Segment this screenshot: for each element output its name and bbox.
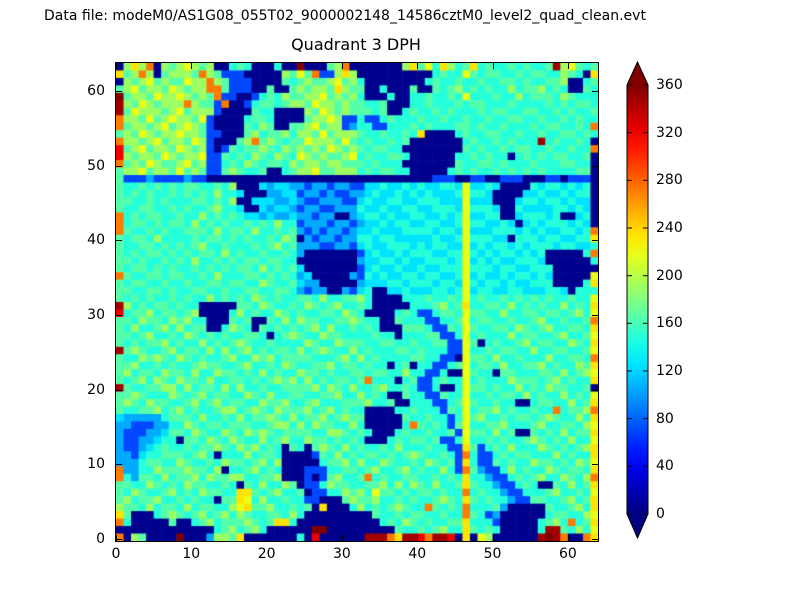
axis-tick-mark — [592, 539, 598, 540]
data-file-label: Data file: modeM0/AS1G08_055T02_90000021… — [44, 8, 646, 24]
x-tick-label: 30 — [333, 546, 351, 562]
colorbar-tick-label: 120 — [656, 363, 683, 379]
y-tick-label: 20 — [87, 381, 105, 398]
axis-tick-mark — [266, 63, 268, 69]
axis-tick-mark — [567, 535, 569, 541]
axis-tick-mark — [492, 63, 494, 69]
axis-tick-mark — [417, 535, 419, 541]
axis-tick-mark — [341, 63, 343, 69]
axis-tick-mark — [592, 314, 598, 316]
colorbar-tick-label: 200 — [656, 267, 683, 284]
axis-tick-mark — [191, 535, 193, 541]
y-tick-label: 0 — [96, 531, 105, 548]
x-tick-label: 50 — [483, 546, 502, 562]
axis-tick-mark — [116, 539, 122, 540]
colorbar-tick-label: 80 — [656, 410, 674, 427]
colorbar-tick-label: 240 — [656, 220, 683, 236]
axis-tick-mark — [266, 535, 268, 541]
colorbar-tick-label: 280 — [656, 172, 683, 189]
axis-tick-mark — [492, 535, 494, 541]
axis-tick-mark — [116, 63, 117, 69]
axis-tick-mark — [116, 90, 122, 92]
axis-tick-mark — [116, 464, 122, 466]
axis-tick-mark — [592, 240, 598, 242]
heatmap-plot-area — [115, 62, 599, 542]
x-tick-label: 0 — [111, 546, 121, 562]
axis-tick-mark — [116, 314, 122, 316]
axis-tick-mark — [341, 535, 343, 541]
y-tick-label: 50 — [87, 157, 105, 174]
x-tick-label: 20 — [257, 546, 276, 562]
chart-title: Quadrant 3 DPH — [291, 35, 421, 54]
axis-tick-mark — [592, 389, 598, 391]
colorbar-tick-label: 40 — [656, 458, 674, 475]
x-tick-label: 10 — [182, 546, 201, 562]
x-tick-label: 40 — [408, 546, 427, 562]
axis-tick-mark — [592, 464, 598, 466]
axis-tick-mark — [116, 535, 117, 541]
axis-tick-mark — [592, 90, 598, 92]
colorbar-over-arrow — [627, 62, 648, 85]
x-tick-label: 60 — [558, 546, 577, 562]
axis-tick-mark — [116, 389, 122, 391]
y-tick-label: 60 — [87, 83, 105, 100]
heatmap-canvas — [116, 63, 598, 541]
axis-tick-mark — [417, 63, 419, 69]
axis-tick-mark — [592, 165, 598, 167]
colorbar-tick-label: 360 — [656, 77, 683, 93]
y-tick-label: 10 — [87, 456, 105, 473]
colorbar-tick-label: 0 — [656, 506, 665, 522]
axis-tick-mark — [191, 63, 193, 69]
y-tick-label: 30 — [87, 307, 105, 324]
axis-tick-mark — [567, 63, 569, 69]
colorbar-tick-label: 320 — [656, 124, 683, 141]
colorbar — [626, 60, 649, 540]
axis-tick-mark — [116, 165, 122, 167]
colorbar-under-arrow — [627, 514, 648, 538]
colorbar-gradient — [627, 85, 648, 514]
axis-tick-mark — [116, 240, 122, 242]
colorbar-tick-label: 160 — [656, 315, 683, 332]
y-tick-label: 40 — [87, 232, 105, 249]
